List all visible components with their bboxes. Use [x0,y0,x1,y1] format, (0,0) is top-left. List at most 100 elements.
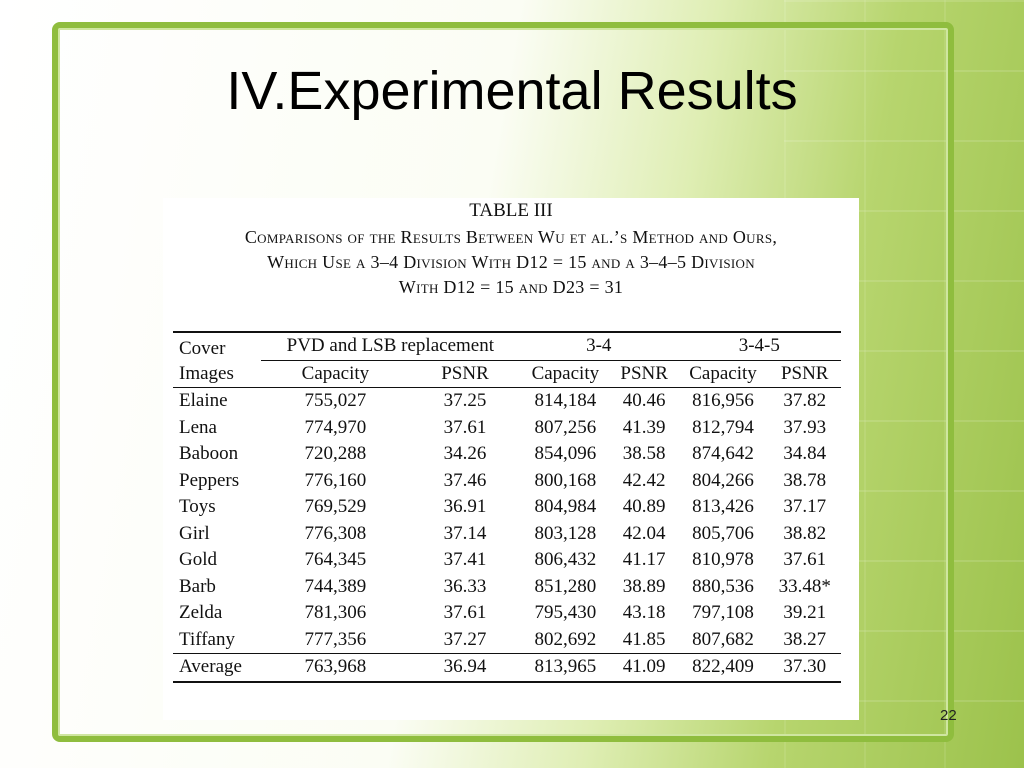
cell-psnr-pvd: 37.14 [443,522,487,544]
cell-capacity-345: 797,108 [692,602,754,624]
table-body: Elaine 755,027 37.25 814,184 40.46 816,956 37.… [173,388,841,682]
cell-psnr-345: 38.82 [783,522,827,544]
header-row-groups: Cover PVD and LSB replacement 3-4 3-4-5 [173,332,841,361]
cell-capacity-pvd: 777,356 [304,628,367,650]
cell-capacity-pvd: 720,288 [304,443,367,465]
cell-psnr-345: 38.78 [783,469,827,491]
cell-image: Lena [179,416,217,438]
cell-psnr-345: 37.82 [783,390,827,412]
cell-capacity-pvd: 781,306 [304,602,367,624]
cell-capacity-pvd: 776,160 [304,469,367,491]
cell-psnr-34: 38.58 [622,443,666,465]
table-row: Barb 744,389 36.33 851,280 38.89 880,536 33.48… [173,574,841,601]
cell-psnr-345: 37.61 [783,549,827,571]
header-psnr-2: PSNR [610,360,678,388]
table-label: TABLE III [469,200,553,221]
cell-psnr-34: 43.18 [622,602,666,624]
cell-capacity-345: 812,794 [692,416,754,438]
header-images: Images [173,360,261,388]
slide-title: IV.Experimental Results [226,61,798,121]
cell-capacity-345: 816,956 [692,390,754,412]
cell-image: Peppers [179,469,240,491]
cell-capacity-34: 851,280 [534,575,597,597]
table-row: Toys 769,529 36.91 804,984 40.89 813,426 37.17 [173,494,841,521]
cell-psnr-pvd: 37.61 [443,416,487,438]
cell-psnr-pvd: 36.33 [443,575,487,597]
cell-capacity-34: 800,168 [534,469,597,491]
cell-capacity-345: 807,682 [692,628,754,650]
cell-capacity-345: 804,266 [692,469,754,491]
cell-capacity-pvd: 744,389 [304,575,367,597]
cell-image: Average [173,653,261,682]
cell-image: Tiffany [179,628,235,650]
cell-capacity-34: 795,430 [534,602,597,624]
cell-capacity-345: 810,978 [692,549,754,571]
header-capacity-3: Capacity [677,360,769,388]
cell-capacity-pvd: 769,529 [304,496,367,518]
cell-psnr-34: 40.89 [622,496,666,518]
cell-capacity-34: 802,692 [534,628,597,650]
cell-psnr-pvd: 36.91 [443,496,487,518]
cell-image: Girl [179,522,210,544]
header-capacity-2: Capacity [519,360,611,388]
cell-psnr-345: 37.17 [783,496,827,518]
cell-psnr-34: 41.85 [622,628,666,650]
cell-capacity-pvd: 776,308 [304,522,367,544]
average-row: Average 763,968 36.94 813,965 41.09 822,409 37… [173,653,841,682]
cell-capacity-34: 854,096 [534,443,597,465]
cell-psnr-345: 38.27 [783,628,827,650]
cell-capacity-34: 814,184 [534,390,597,412]
cell-capacity-pvd: 755,027 [304,390,367,412]
cell-capacity-345: 813,426 [692,496,754,518]
table-row: Lena 774,970 37.61 807,256 41.39 812,794 37.93 [173,415,841,442]
header-group-pvd: PVD and LSB replacement [260,332,520,361]
cell-capacity-pvd: 774,970 [304,416,367,438]
cell-image: Zelda [179,602,223,624]
cell-psnr-34: 42.42 [622,469,666,491]
cell-capacity-34: 807,256 [534,416,597,438]
results-table: Cover PVD and LSB replacement 3-4 3-4-5 … [173,331,841,683]
cell-psnr-pvd: 36.94 [410,653,520,682]
cell-capacity-34: 803,128 [534,522,597,544]
cell-psnr-pvd: 37.61 [443,602,487,624]
cell-psnr-34: 41.39 [622,416,666,438]
cell-capacity-34: 804,984 [534,496,597,518]
cell-psnr-34: 40.46 [622,390,666,412]
cell-psnr-pvd: 37.41 [443,549,487,571]
header-cover: Cover [179,338,226,359]
header-row-columns: Images Capacity PSNR Capacity PSNR Capac… [173,360,841,388]
cell-image: Elaine [179,390,228,412]
cell-image: Toys [179,496,216,518]
table-row: Zelda 781,306 37.61 795,430 43.18 797,108 39.2… [173,600,841,627]
header-psnr-1: PSNR [410,360,520,388]
cell-capacity-345: 805,706 [692,522,754,544]
table-row: Gold 764,345 37.41 806,432 41.17 810,978 37.61 [173,547,841,574]
table-image: TABLE III Comparisons of the Results Bet… [163,198,859,720]
cell-psnr-34: 41.09 [610,653,678,682]
cell-capacity-345: 880,536 [692,575,754,597]
cell-psnr-pvd: 37.27 [443,628,487,650]
cell-psnr-345: 34.84 [783,443,827,465]
cell-psnr-345: 37.93 [783,416,827,438]
cell-psnr-pvd: 37.46 [443,469,487,491]
cell-psnr-345: 33.48* [778,575,831,597]
header-group-34: 3-4 [519,332,678,361]
cell-psnr-pvd: 34.26 [443,443,487,465]
cell-image: Barb [179,575,216,597]
cell-psnr-34: 42.04 [622,522,666,544]
slide-frame [52,22,954,742]
cell-psnr-34: 41.17 [622,549,666,571]
cell-capacity-345: 874,642 [692,443,754,465]
table-row: Baboon 720,288 34.26 854,096 38.58 874,642 34.… [173,441,841,468]
table-caption: Comparisons of the Results Between Wu et… [163,225,859,300]
header-group-345: 3-4-5 [677,332,841,361]
cell-psnr-34: 38.89 [622,575,666,597]
cell-capacity-pvd: 763,968 [260,653,411,682]
cell-psnr-pvd: 37.25 [443,390,487,412]
cell-capacity-34: 806,432 [534,549,597,571]
cell-capacity-34: 813,965 [519,653,611,682]
cell-capacity-345: 822,409 [677,653,769,682]
cell-capacity-pvd: 764,345 [304,549,367,571]
table-row: Girl 776,308 37.14 803,128 42.04 805,706 38.82 [173,521,841,548]
table-row: Peppers 776,160 37.46 800,168 42.42 804,266 38… [173,468,841,495]
